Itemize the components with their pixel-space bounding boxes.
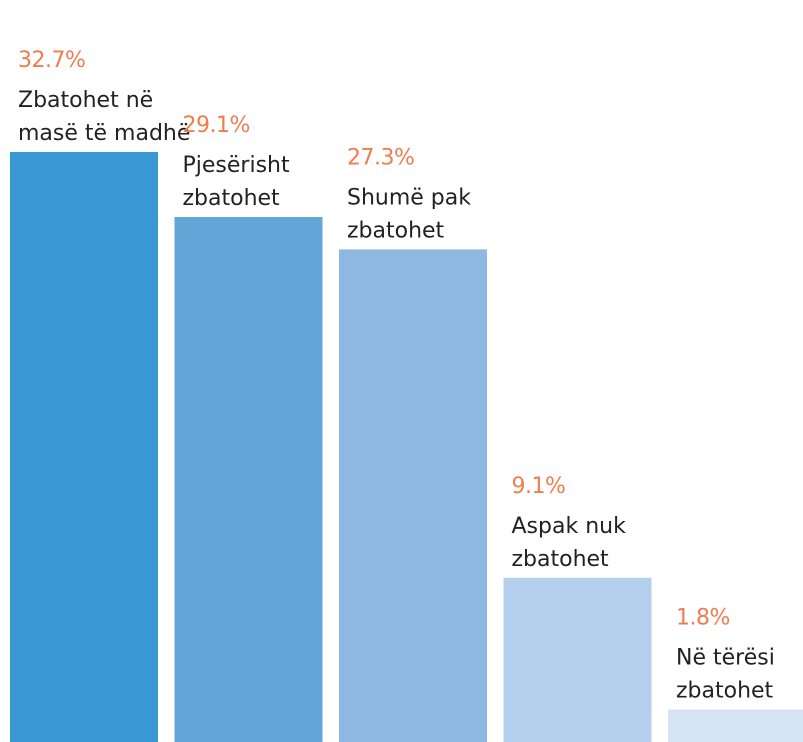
category-label-5-line-1: Në tërësi (676, 646, 775, 671)
category-label-4-line-1: Aspak nuk (512, 514, 627, 539)
bar-4 (503, 577, 652, 742)
value-label-5: 1.8% (676, 606, 730, 631)
bar-3 (339, 249, 487, 742)
category-label-2-line-1: Pjesërisht (183, 153, 290, 178)
bar-1 (10, 152, 158, 742)
bar-5 (668, 709, 803, 742)
category-label-5-line-2: zbatohet (676, 679, 774, 704)
category-label-3-line-1: Shumë pak (347, 185, 471, 210)
value-label-4: 9.1% (512, 474, 566, 499)
value-label-1: 32.7% (18, 48, 85, 73)
category-label-1-line-2: masë të madhë (18, 121, 190, 146)
category-label-4-line-2: zbatohet (512, 547, 610, 572)
value-label-3: 27.3% (347, 145, 414, 170)
category-label-1-line-1: Zbatohet në (18, 88, 153, 113)
category-label-2-line-2: zbatohet (183, 186, 281, 211)
bar-2 (174, 217, 323, 742)
category-label-3-line-2: zbatohet (347, 218, 445, 243)
value-label-2: 29.1% (183, 113, 250, 138)
